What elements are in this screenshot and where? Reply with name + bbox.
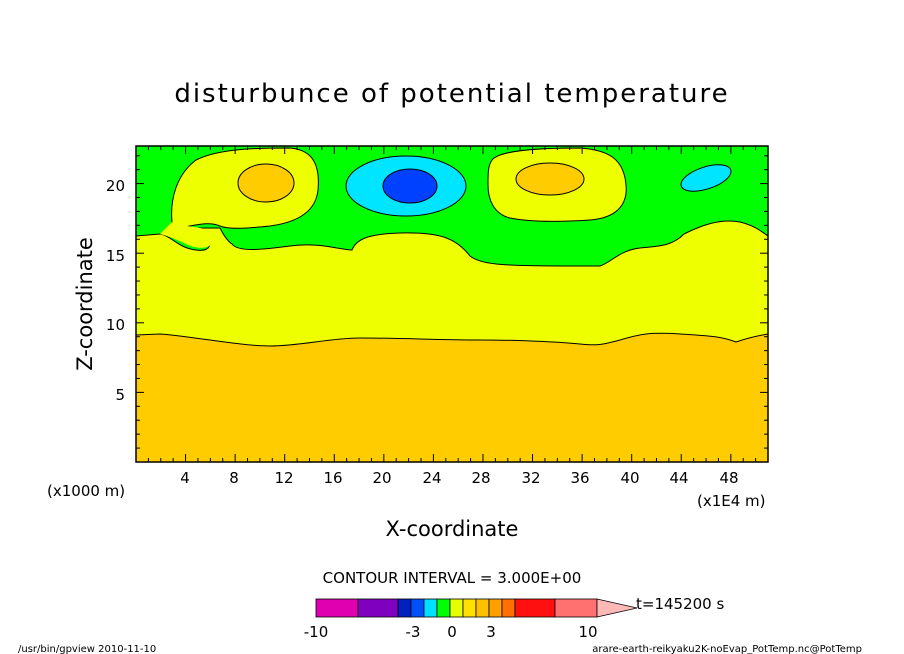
colorbar-labels: -10 -3 0 3 10 [304,623,598,641]
contour-interval: CONTOUR INTERVAL = 3.000E+00 [323,569,582,587]
x-tick-label: 8 [229,469,239,487]
x-tick-label: 24 [422,469,441,487]
colorbar-label: 0 [447,623,457,641]
colorbar-segment [475,598,490,618]
colorbar-arrow [596,598,638,618]
colorbar-segment [554,598,598,618]
region-blue-center [382,168,438,204]
x-tick-label: 28 [471,469,490,487]
x-tick-label: 12 [274,469,293,487]
colorbar-segment [436,598,451,618]
plot-frame [135,145,769,463]
colorbar-segment [397,598,412,618]
region-orange-right [515,162,585,196]
colorbar-segment [357,598,399,618]
colorbar [315,598,638,618]
colorbar-segment [462,598,477,618]
x-tick-label: 4 [180,469,190,487]
y-tick-label: 20 [106,177,125,195]
footer-right: arare-earth-reikyaku2K-noEvap_PotTemp.nc… [592,644,862,654]
colorbar-segment [410,598,425,618]
x-tick-labels: 4 8 12 16 20 24 28 32 36 40 44 48 [180,469,738,487]
y-tick-label: 5 [115,386,125,404]
chart-title: disturbunce of potential temperature [174,79,729,109]
colorbar-segment [488,598,503,618]
x-tick-label: 16 [323,469,342,487]
region-orange-left [237,163,295,203]
x-axis-label: X-coordinate [386,517,519,541]
colorbar-label: -3 [406,623,421,641]
region-yellow-notch [160,222,215,248]
y-scale-note: (x1000 m) [47,482,125,500]
colorbar-label: 10 [578,623,597,641]
x-tick-label: 32 [521,469,540,487]
colorbar-segment [514,598,556,618]
y-tick-labels: 5 10 15 20 [106,177,125,404]
y-tick-label: 10 [106,316,125,334]
x-tick-label: 36 [570,469,589,487]
footer-left: /usr/bin/gpview 2010-11-10 [18,644,156,654]
time-label: t=145200 s [636,595,724,613]
region-cyan-right [680,164,732,192]
colorbar-segment [423,598,438,618]
x-tick-label: 48 [719,469,738,487]
colorbar-segment [449,598,464,618]
axis-ticks [136,146,768,462]
x-tick-label: 40 [620,469,639,487]
colorbar-segment [501,598,516,618]
y-tick-label: 15 [106,247,125,265]
x-scale-note: (x1E4 m) [697,492,766,510]
colorbar-label: -10 [304,623,329,641]
y-axis-label: Z-coordinate [73,237,97,371]
x-tick-label: 20 [372,469,391,487]
plot-area [135,145,769,463]
region-orange-lower [136,332,768,462]
colorbar-label: 3 [486,623,496,641]
colorbar-segment [315,598,359,618]
x-tick-label: 44 [669,469,688,487]
